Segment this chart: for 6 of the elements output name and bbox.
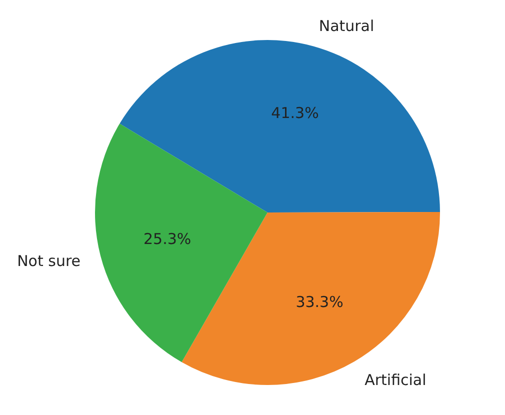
slice-label: Natural — [318, 17, 374, 36]
slice-label: Artificial — [364, 370, 426, 389]
data-label: 25.3% — [144, 230, 192, 248]
slice-label: Not sure — [17, 252, 81, 270]
data-label: 41.3% — [271, 104, 319, 122]
data-label: 33.3% — [296, 292, 344, 311]
